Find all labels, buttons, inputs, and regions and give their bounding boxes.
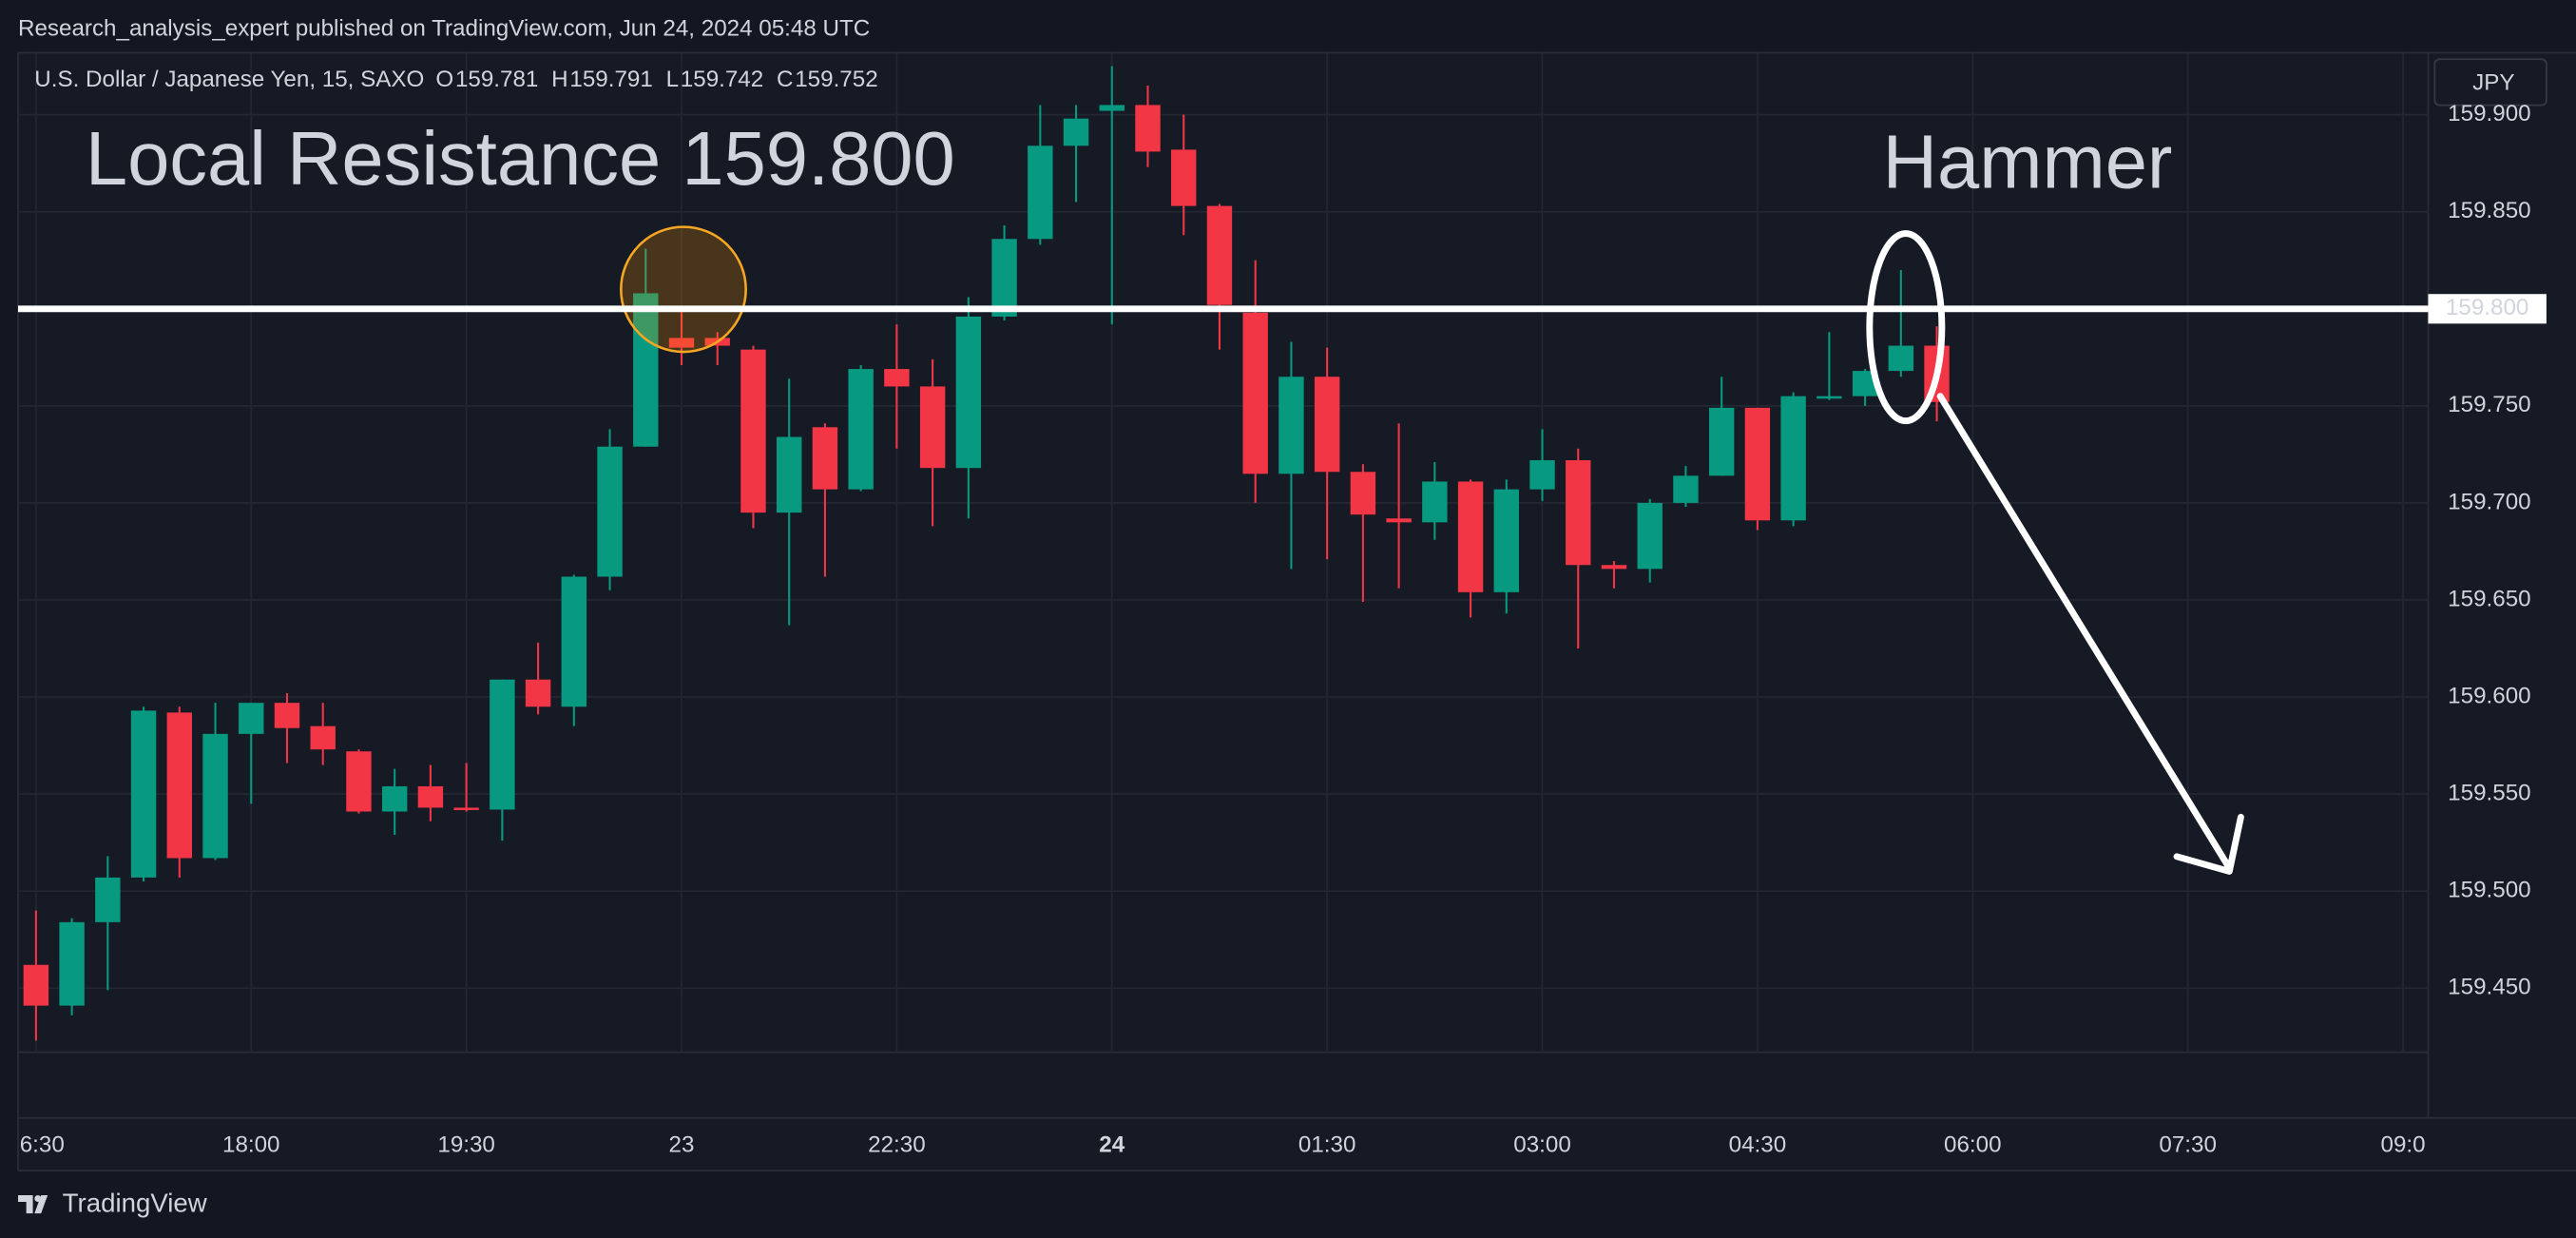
logo-dot [34, 1195, 42, 1202]
candle-body [597, 446, 623, 577]
candle-body [453, 807, 479, 811]
x-tick-label: 03:00 [1513, 1132, 1571, 1158]
candle-body [1744, 407, 1771, 521]
x-tick-label: 6:30 [20, 1132, 65, 1158]
brand: TradingView [63, 1189, 208, 1218]
ohlc-value: 159.781 [455, 67, 538, 92]
candle-body [59, 921, 85, 1006]
candle-body [1457, 481, 1484, 592]
candle-body [381, 785, 408, 812]
x-tick-label: 07:30 [2159, 1132, 2217, 1158]
candle-body [239, 703, 264, 734]
candle-body [1028, 145, 1053, 240]
candle-body [776, 436, 802, 513]
y-tick-label: 159.600 [2448, 683, 2530, 708]
highlight-circle [620, 225, 747, 354]
candle-body [1422, 481, 1448, 523]
candle-body [740, 349, 766, 513]
y-tick-label: 159.700 [2448, 489, 2530, 514]
candle-body [417, 785, 444, 808]
candle-body [1708, 407, 1735, 476]
drawings [18, 225, 2429, 875]
x-tick-label: 06:00 [1944, 1132, 2002, 1158]
y-tick-label: 159.450 [2448, 975, 2530, 1000]
candle-body [1601, 565, 1627, 570]
candle-body [346, 751, 372, 812]
candle-body [1493, 489, 1520, 592]
currency-label[interactable]: JPY [2472, 70, 2514, 96]
candle-body [919, 386, 946, 469]
candle-body [955, 316, 982, 469]
x-tick-label: 19:30 [437, 1132, 495, 1158]
symbol-title: U.S. Dollar / Japanese Yen, 15, SAXO [34, 67, 424, 92]
candle-body [1242, 312, 1268, 474]
candle-body [310, 725, 336, 750]
candle-body [202, 733, 228, 859]
candle-body [1637, 502, 1663, 570]
ohlc-label: C [777, 67, 793, 92]
candle-body [23, 964, 49, 1006]
candle-body [1063, 118, 1089, 146]
hammer-ellipse [1866, 230, 1946, 425]
candle-body [490, 679, 515, 810]
candle-body [1314, 377, 1340, 473]
candle-body [1566, 460, 1591, 566]
candle-body [274, 703, 300, 728]
candle-body [1206, 205, 1233, 305]
x-tick-label: 18:00 [222, 1132, 280, 1158]
annotation: Local Resistance 159.800 [86, 116, 955, 201]
candle-body [848, 369, 874, 490]
candle-body [633, 293, 659, 447]
y-tick-label: 159.550 [2448, 781, 2530, 806]
y-tick-label: 159.500 [2448, 878, 2530, 903]
candles [23, 66, 1950, 1041]
candle-body [1386, 518, 1412, 523]
x-tick-label: 22:30 [868, 1132, 926, 1158]
chart-pane [18, 52, 2576, 1171]
ohlc-value: 159.791 [569, 67, 652, 92]
candle-body [166, 712, 193, 859]
ohlc-value: 159.742 [681, 67, 763, 92]
published-note: Research_analysis_expert published on Tr… [18, 16, 870, 42]
candle-body [1135, 105, 1161, 152]
x-tick-label: 04:30 [1729, 1132, 1787, 1158]
candle-body [1171, 149, 1197, 206]
candle-body [525, 679, 551, 707]
candle-body [1888, 345, 1914, 372]
candle-body [991, 239, 1017, 317]
candle-body [1817, 396, 1842, 399]
candle-body [1278, 377, 1304, 474]
x-tick-label: 23 [669, 1132, 695, 1158]
candle-body [95, 877, 121, 922]
candle-body [1780, 396, 1806, 521]
candle-body [884, 369, 910, 387]
currency-button[interactable] [2433, 58, 2547, 106]
price-tag [2428, 294, 2547, 324]
x-tick-label: 09:0 [2381, 1132, 2426, 1158]
candle-body [1099, 105, 1125, 111]
candle-body [1673, 475, 1699, 503]
y-tick-label: 159.850 [2448, 198, 2530, 223]
ohlc-label: H [551, 67, 567, 92]
ohlc-label: L [666, 67, 679, 92]
candle-body [1529, 460, 1555, 490]
down-arrow [1936, 393, 2244, 875]
candle-body [1350, 472, 1376, 515]
y-tick-label: 159.750 [2448, 392, 2530, 417]
candle-body [812, 427, 838, 490]
ohlc-value: 159.752 [795, 67, 877, 92]
x-tick-label: 01:30 [1298, 1132, 1356, 1158]
candle-body [668, 338, 695, 348]
x-tick-label: 24 [1099, 1132, 1125, 1158]
candle-body [561, 576, 587, 707]
y-tick-label: 159.650 [2448, 586, 2530, 611]
y-tick-label: 159.900 [2448, 101, 2530, 126]
candle-body [130, 710, 157, 878]
logo [18, 1195, 48, 1214]
ohlc-label: O [435, 67, 453, 92]
annotation: Hammer [1883, 119, 2173, 203]
price-tag-label: 159.800 [2446, 295, 2528, 320]
